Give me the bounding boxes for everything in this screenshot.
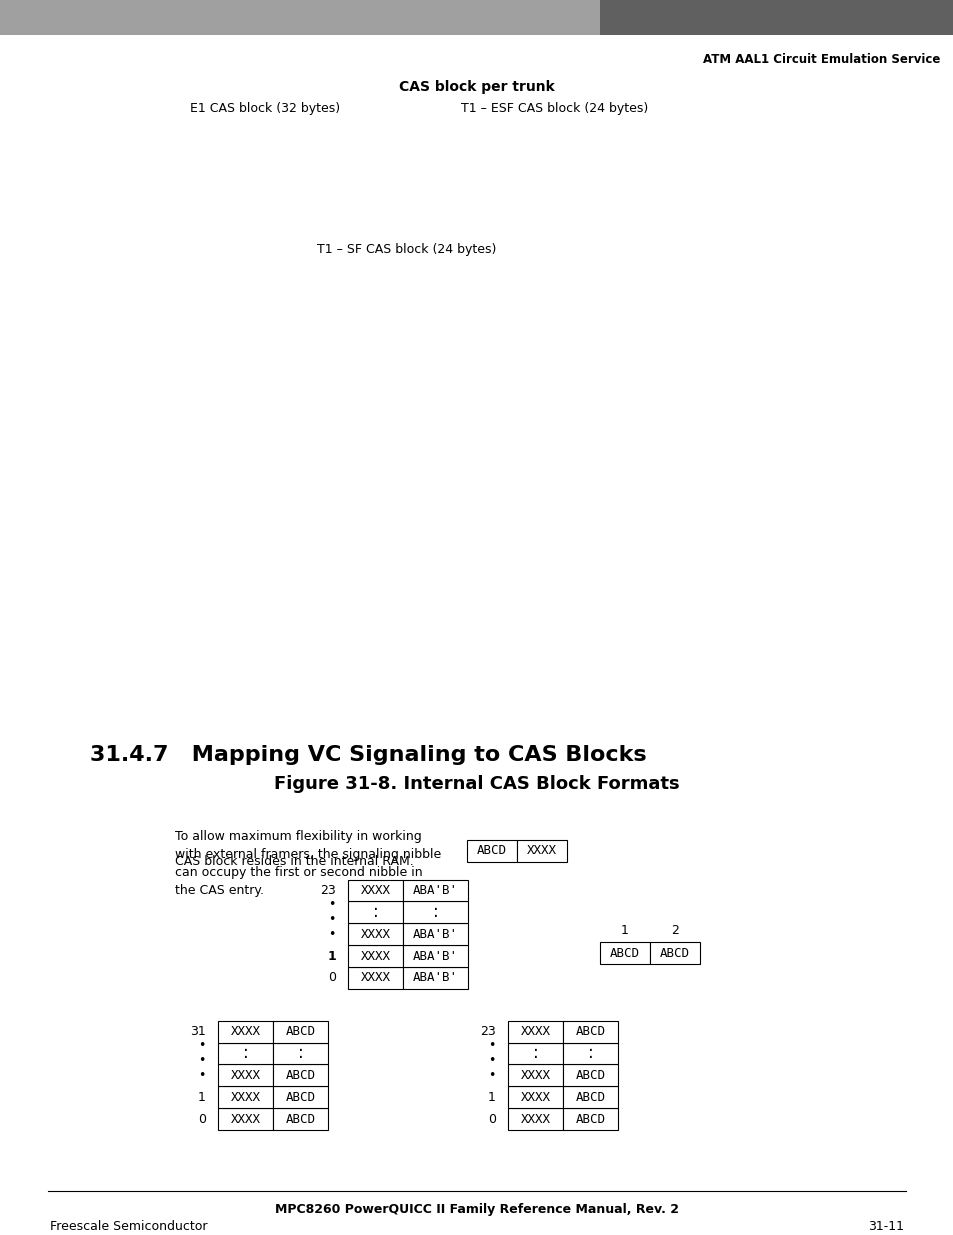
Text: :: :: [373, 903, 378, 921]
FancyBboxPatch shape: [348, 924, 402, 945]
Text: ABCD: ABCD: [575, 1113, 605, 1125]
FancyBboxPatch shape: [562, 1065, 618, 1087]
FancyBboxPatch shape: [218, 1020, 273, 1042]
Text: ABCD: ABCD: [285, 1091, 315, 1104]
FancyBboxPatch shape: [507, 1020, 562, 1042]
Text: XXXX: XXXX: [520, 1068, 550, 1082]
Text: •
•: • •: [328, 898, 335, 926]
Text: 23: 23: [320, 884, 335, 897]
Bar: [507, 1042, 562, 1065]
Text: ABCD: ABCD: [285, 1068, 315, 1082]
Text: 1: 1: [620, 924, 628, 937]
Bar: [402, 902, 468, 924]
FancyBboxPatch shape: [273, 1020, 328, 1042]
Text: XXXX: XXXX: [231, 1068, 260, 1082]
Text: •
•: • •: [198, 1040, 206, 1067]
FancyBboxPatch shape: [348, 945, 402, 967]
Text: ABCD: ABCD: [575, 1068, 605, 1082]
Text: •: •: [198, 1068, 206, 1082]
FancyBboxPatch shape: [507, 1087, 562, 1108]
Bar: [562, 1042, 618, 1065]
Text: 31-11: 31-11: [867, 1220, 903, 1234]
Bar: [0, 0, 953, 35]
Text: ATM AAL1 Circuit Emulation Service: ATM AAL1 Circuit Emulation Service: [702, 53, 939, 65]
Text: ABCD: ABCD: [476, 845, 506, 857]
Text: XXXX: XXXX: [231, 1091, 260, 1104]
Text: XXXX: XXXX: [360, 884, 390, 897]
FancyBboxPatch shape: [467, 840, 517, 862]
FancyBboxPatch shape: [507, 1108, 562, 1130]
Text: ABCD: ABCD: [609, 946, 639, 960]
Bar: [348, 902, 402, 924]
Text: ABCD: ABCD: [285, 1025, 315, 1039]
Text: 1: 1: [488, 1091, 496, 1104]
Text: 0: 0: [488, 1113, 496, 1125]
FancyBboxPatch shape: [517, 840, 566, 862]
Text: MPC8260 PowerQUICC II Family Reference Manual, Rev. 2: MPC8260 PowerQUICC II Family Reference M…: [274, 1203, 679, 1215]
Text: E1 CAS block (32 bytes): E1 CAS block (32 bytes): [190, 103, 339, 115]
Text: 31.4.7   Mapping VC Signaling to CAS Blocks: 31.4.7 Mapping VC Signaling to CAS Block…: [90, 746, 646, 766]
FancyBboxPatch shape: [273, 1065, 328, 1087]
Text: T1 – ESF CAS block (24 bytes): T1 – ESF CAS block (24 bytes): [461, 103, 648, 115]
Text: XXXX: XXXX: [520, 1091, 550, 1104]
Bar: [218, 1042, 273, 1065]
FancyBboxPatch shape: [402, 924, 468, 945]
Text: :: :: [432, 903, 438, 921]
Text: To allow maximum flexibility in working
with external framers, the signaling nib: To allow maximum flexibility in working …: [174, 830, 441, 897]
Bar: [599, 0, 953, 35]
FancyBboxPatch shape: [218, 1065, 273, 1087]
Text: 1: 1: [327, 950, 335, 962]
Text: 31: 31: [190, 1025, 206, 1039]
FancyBboxPatch shape: [562, 1087, 618, 1108]
Text: 1: 1: [198, 1091, 206, 1104]
Text: Freescale Semiconductor: Freescale Semiconductor: [50, 1220, 208, 1234]
Text: 0: 0: [328, 972, 335, 984]
FancyBboxPatch shape: [218, 1108, 273, 1130]
Text: •: •: [328, 927, 335, 941]
Text: ABA'B': ABA'B': [413, 927, 457, 941]
FancyBboxPatch shape: [402, 945, 468, 967]
Bar: [273, 1042, 328, 1065]
Text: :: :: [242, 1045, 248, 1062]
Text: ABA'B': ABA'B': [413, 972, 457, 984]
FancyBboxPatch shape: [218, 1087, 273, 1108]
Text: Figure 31-8. Internal CAS Block Formats: Figure 31-8. Internal CAS Block Formats: [274, 776, 679, 793]
Text: :: :: [532, 1045, 537, 1062]
Text: CAS block resides in the internal RAM.: CAS block resides in the internal RAM.: [174, 855, 414, 868]
Text: •
•: • •: [488, 1040, 496, 1067]
Text: ABCD: ABCD: [575, 1091, 605, 1104]
Text: XXXX: XXXX: [360, 972, 390, 984]
Text: ABCD: ABCD: [285, 1113, 315, 1125]
FancyBboxPatch shape: [649, 942, 700, 965]
FancyBboxPatch shape: [402, 879, 468, 902]
FancyBboxPatch shape: [562, 1020, 618, 1042]
Text: ABA'B': ABA'B': [413, 884, 457, 897]
FancyBboxPatch shape: [402, 967, 468, 989]
Text: T1 – SF CAS block (24 bytes): T1 – SF CAS block (24 bytes): [317, 243, 497, 257]
Text: 23: 23: [479, 1025, 496, 1039]
FancyBboxPatch shape: [507, 1065, 562, 1087]
FancyBboxPatch shape: [273, 1087, 328, 1108]
FancyBboxPatch shape: [273, 1108, 328, 1130]
FancyBboxPatch shape: [348, 967, 402, 989]
FancyBboxPatch shape: [562, 1108, 618, 1130]
Text: XXXX: XXXX: [231, 1113, 260, 1125]
Text: XXXX: XXXX: [360, 950, 390, 962]
Text: 0: 0: [198, 1113, 206, 1125]
Text: XXXX: XXXX: [231, 1025, 260, 1039]
Text: ABCD: ABCD: [575, 1025, 605, 1039]
Text: XXXX: XXXX: [520, 1025, 550, 1039]
FancyBboxPatch shape: [599, 942, 649, 965]
Text: 2: 2: [670, 924, 679, 937]
Text: •: •: [488, 1068, 496, 1082]
Text: :: :: [297, 1045, 303, 1062]
Text: XXXX: XXXX: [520, 1113, 550, 1125]
Text: ABA'B': ABA'B': [413, 950, 457, 962]
FancyBboxPatch shape: [348, 879, 402, 902]
Text: XXXX: XXXX: [526, 845, 557, 857]
Text: ABCD: ABCD: [659, 946, 689, 960]
Text: XXXX: XXXX: [360, 927, 390, 941]
Text: :: :: [587, 1045, 593, 1062]
Text: CAS block per trunk: CAS block per trunk: [398, 79, 555, 94]
